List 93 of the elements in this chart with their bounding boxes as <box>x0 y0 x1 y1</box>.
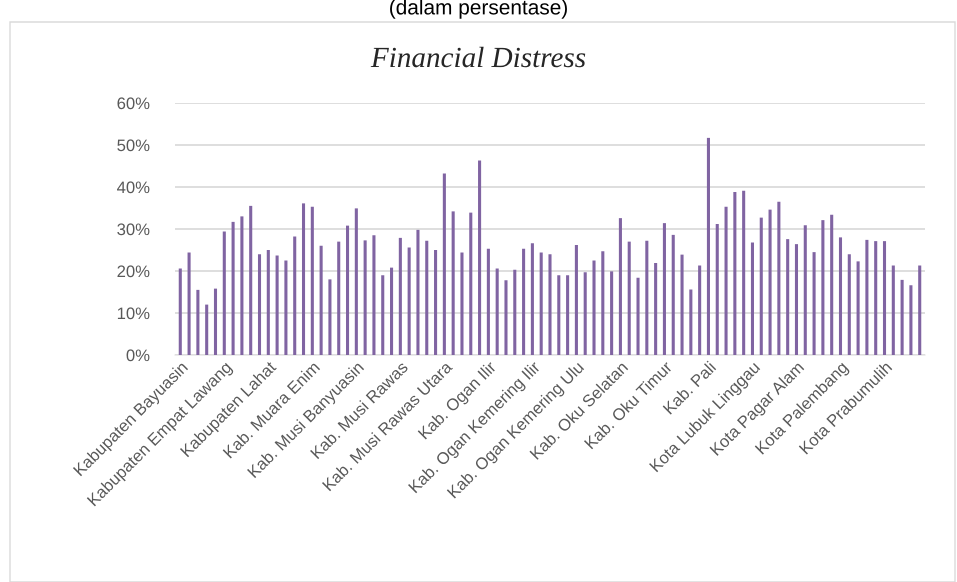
bar <box>838 237 842 355</box>
bar <box>892 266 895 355</box>
bar <box>874 241 878 355</box>
bar <box>390 268 394 355</box>
y-tick-label: 50% <box>117 139 150 152</box>
bar <box>452 211 455 355</box>
bar <box>522 248 526 355</box>
bar <box>249 206 252 355</box>
bar <box>381 275 384 355</box>
bar <box>478 160 482 355</box>
bar <box>408 247 411 355</box>
bar <box>530 243 534 355</box>
bar <box>442 174 446 355</box>
bar <box>486 248 490 355</box>
bar <box>680 254 684 355</box>
bar <box>733 192 736 355</box>
bar <box>266 250 270 355</box>
bar <box>698 266 702 355</box>
bar <box>496 268 499 355</box>
bar <box>276 255 279 355</box>
bar <box>574 244 578 355</box>
bar <box>460 252 464 355</box>
bar <box>830 214 834 355</box>
bar <box>258 254 262 355</box>
y-tick-label: 0% <box>126 349 150 362</box>
bar <box>557 275 560 355</box>
bar <box>900 280 904 355</box>
bar <box>205 304 208 355</box>
bar <box>232 222 235 355</box>
bar <box>636 278 640 355</box>
bar <box>364 240 367 355</box>
bar <box>848 254 851 355</box>
bar <box>372 235 376 355</box>
bar <box>566 275 570 355</box>
bar <box>469 212 472 355</box>
bar <box>618 218 622 355</box>
bar <box>716 224 719 355</box>
bar <box>918 266 922 355</box>
bar <box>654 263 658 355</box>
bar <box>222 232 226 355</box>
bar <box>346 226 350 355</box>
bar <box>750 242 754 355</box>
bar <box>337 242 340 355</box>
bar <box>178 268 182 355</box>
bar <box>513 270 516 355</box>
bar <box>856 261 860 355</box>
chart-title: Financial Distress <box>370 46 586 68</box>
bar <box>794 244 798 355</box>
bar <box>689 289 692 355</box>
bar <box>548 254 552 355</box>
bar <box>425 240 428 355</box>
bar <box>812 252 816 355</box>
bar <box>628 242 631 355</box>
bar <box>284 260 288 355</box>
bar <box>610 271 614 355</box>
bar <box>240 216 244 355</box>
bar <box>865 240 868 355</box>
y-tick-label: 20% <box>117 265 150 278</box>
bar <box>909 285 912 355</box>
bar <box>214 288 218 355</box>
bar <box>310 206 314 355</box>
bar <box>672 234 675 355</box>
bar <box>742 190 746 355</box>
y-tick-label: 60% <box>117 97 150 110</box>
y-tick-label: 30% <box>117 223 150 236</box>
bar <box>592 260 596 355</box>
bar <box>601 251 604 355</box>
bar <box>354 208 358 355</box>
bar <box>882 241 886 355</box>
bar <box>302 203 306 355</box>
bar <box>768 210 772 355</box>
bar <box>504 280 508 355</box>
bar <box>760 218 763 355</box>
bar <box>645 240 648 355</box>
bar <box>416 230 420 355</box>
bar <box>786 239 790 355</box>
bar <box>584 272 587 355</box>
bar <box>320 246 323 355</box>
bar <box>662 223 666 355</box>
bar <box>328 279 332 355</box>
bar <box>196 290 200 355</box>
bar <box>821 220 824 355</box>
bar <box>706 138 710 355</box>
bar <box>188 252 191 355</box>
bar <box>293 236 296 355</box>
bar <box>540 252 543 355</box>
y-tick-label: 10% <box>118 307 150 320</box>
bar <box>398 238 402 355</box>
y-tick-label: 40% <box>117 181 150 194</box>
bar <box>804 225 807 355</box>
bar <box>777 202 780 355</box>
bar <box>724 206 728 355</box>
bar <box>434 250 438 355</box>
